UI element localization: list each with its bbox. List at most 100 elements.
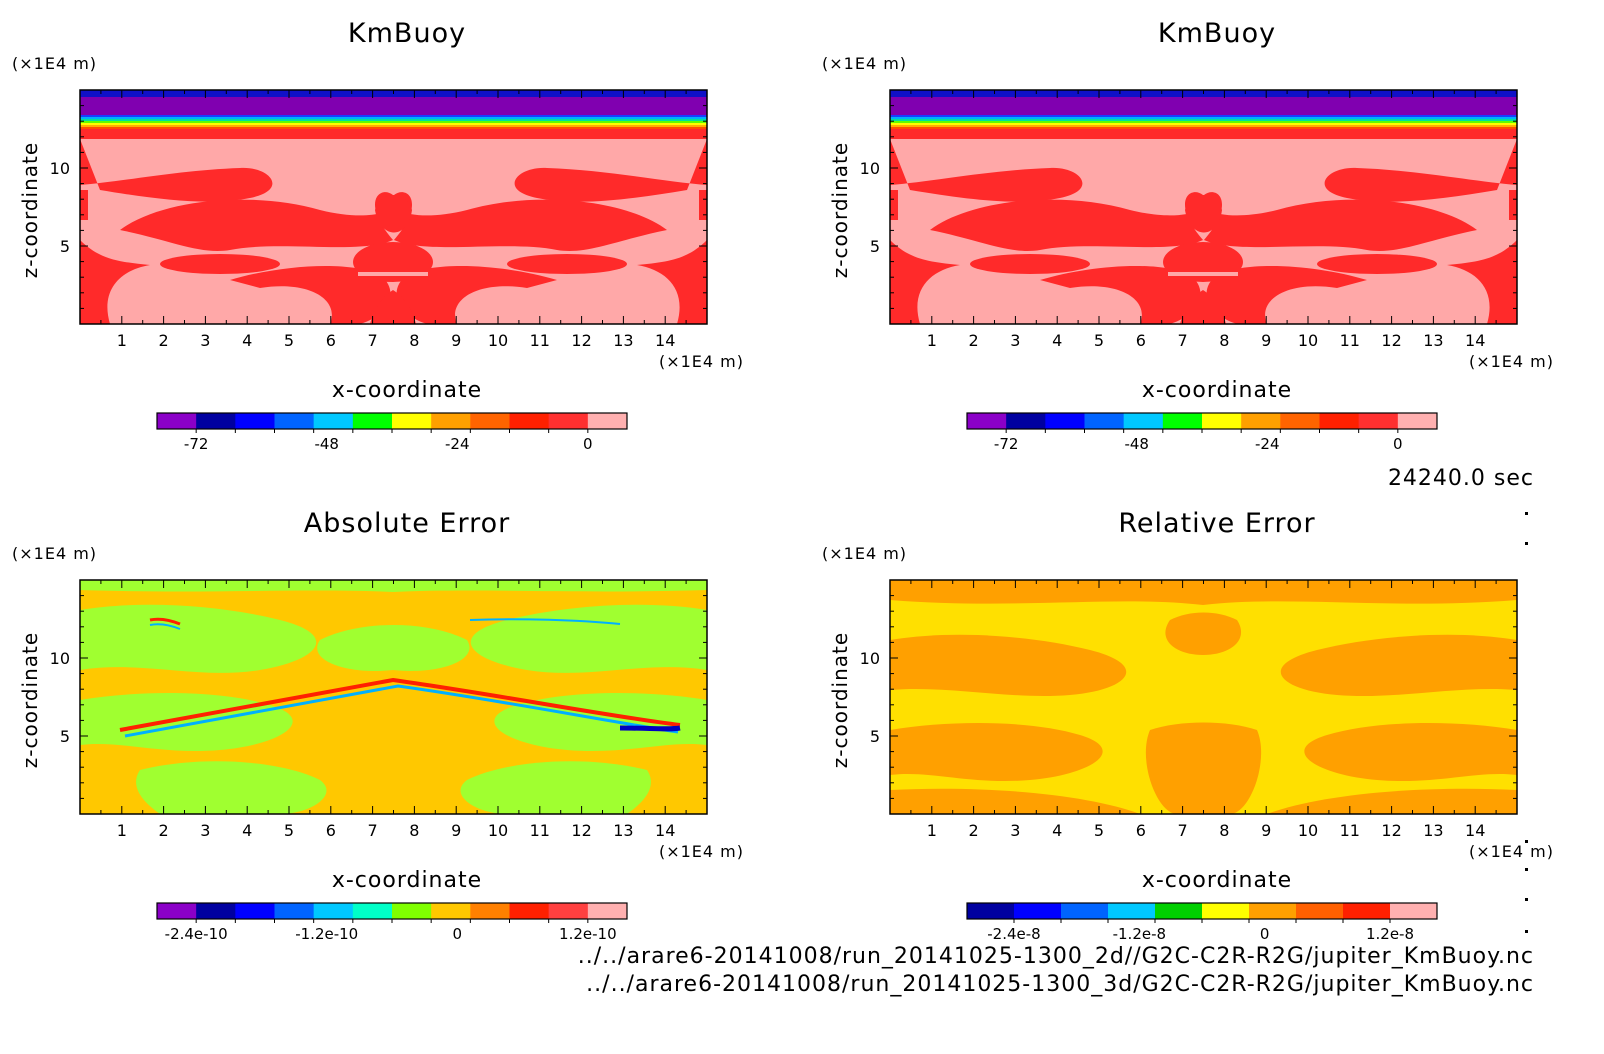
x-tick-label: 11 <box>1340 821 1360 840</box>
x-tick-label: 5 <box>1094 331 1104 350</box>
x-axis-label: x-coordinate <box>1141 378 1293 403</box>
colorbar-swatch <box>1390 903 1438 919</box>
x-tick-label: 8 <box>1219 331 1229 350</box>
colorbar-swatch <box>1061 903 1109 919</box>
panel-top-left: KmBuoy (×1E4 m) z-coordinate 1 2 3 4 5 6 7 8 9 10… <box>0 0 780 470</box>
colorbar-tick-label: -1.2e-8 <box>1113 925 1166 943</box>
colorbar-swatch <box>431 413 471 429</box>
colorbar-swatch <box>509 903 550 919</box>
x-tick-label: 9 <box>1261 331 1271 350</box>
colorbar-swatch <box>1280 413 1320 429</box>
colorbar-swatch <box>1123 413 1164 429</box>
z-tick-label: 5 <box>870 727 880 746</box>
colorbar-swatch <box>1162 413 1203 429</box>
plot-field <box>80 580 707 814</box>
colorbar-swatch <box>1358 413 1399 429</box>
colorbar-swatch <box>1014 903 1062 919</box>
colorbar-tick-label: 0 <box>453 925 463 943</box>
z-unit-label: (×1E4 m) <box>822 54 908 73</box>
x-tick-label: 14 <box>655 331 675 350</box>
colorbar-swatch <box>392 413 432 429</box>
x-tick-label: 13 <box>1423 331 1443 350</box>
x-tick-label: 6 <box>1136 331 1146 350</box>
colorbar-swatch <box>470 413 510 429</box>
x-tick-label: 7 <box>368 821 378 840</box>
time-label: 24240.0 sec <box>1387 466 1534 491</box>
colorbar-swatch <box>313 413 354 429</box>
colorbar-swatch <box>548 903 589 919</box>
x-tick-label: 6 <box>326 821 336 840</box>
colorbar-tick-label: 1.2e-8 <box>1366 925 1414 943</box>
colorbar-swatch <box>548 413 589 429</box>
x-tick-label: 11 <box>1340 331 1360 350</box>
marker-dot <box>1525 542 1528 545</box>
file-path-2d: ../../arare6-20141008/run_20141025-1300_… <box>577 944 1534 969</box>
colorbar-tick-label: -24 <box>1255 435 1280 453</box>
colorbar-swatch <box>470 903 510 919</box>
x-unit-label: (×1E4 m) <box>658 842 744 861</box>
marker-dot <box>1525 512 1528 515</box>
colorbar-swatch <box>1155 903 1203 919</box>
colorbar-swatch <box>157 903 197 919</box>
x-tick-label: 3 <box>200 331 210 350</box>
colorbar-swatch <box>1202 903 1250 919</box>
z-unit-label: (×1E4 m) <box>12 544 98 563</box>
colorbar-swatch <box>313 903 354 919</box>
x-tick-label: 12 <box>571 331 591 350</box>
panel-top-right: KmBuoy (×1E4 m) z-coordinate 1 2 3 4 5 6 7 8 9 10… <box>810 0 1590 470</box>
x-tick-label: 9 <box>1261 821 1271 840</box>
colorbar-swatch <box>1108 903 1156 919</box>
x-tick-label: 7 <box>1178 331 1188 350</box>
colorbar-swatch <box>274 413 315 429</box>
marker-dot <box>1525 868 1528 871</box>
x-tick-label: 2 <box>159 331 169 350</box>
z-tick-label: 5 <box>60 727 70 746</box>
colorbar-tick-label: -24 <box>445 435 470 453</box>
x-tick-label: 14 <box>655 821 675 840</box>
colorbar-swatch <box>352 413 393 429</box>
colorbar-tick-label: -2.4e-8 <box>987 925 1040 943</box>
colorbar-tick-label: 0 <box>1260 925 1270 943</box>
x-tick-label: 13 <box>613 331 633 350</box>
panel-title: Absolute Error <box>303 508 511 539</box>
plot-field <box>890 90 1517 324</box>
x-tick-label: 3 <box>1010 331 1020 350</box>
colorbar-swatch <box>1084 413 1125 429</box>
x-tick-label: 1 <box>927 821 937 840</box>
marker-dot <box>1525 898 1528 901</box>
colorbar-swatch <box>392 903 432 919</box>
panel-title: KmBuoy <box>347 18 467 49</box>
colorbar-tick-label: -2.4e-10 <box>165 925 228 943</box>
x-tick-label: 11 <box>530 821 550 840</box>
x-tick-label: 10 <box>488 821 508 840</box>
x-tick-label: 13 <box>613 821 633 840</box>
colorbar-swatch <box>352 903 393 919</box>
x-tick-label: 7 <box>368 331 378 350</box>
colorbar-swatch <box>1202 413 1242 429</box>
colorbar-swatch <box>235 413 275 429</box>
x-tick-label: 5 <box>284 821 294 840</box>
colorbar-swatch <box>1045 413 1085 429</box>
colorbar-swatch <box>1397 413 1438 429</box>
x-tick-label: 9 <box>451 821 461 840</box>
x-tick-label: 13 <box>1423 821 1443 840</box>
colorbar-tick-label: -1.2e-10 <box>295 925 358 943</box>
colorbar-swatch <box>1343 903 1391 919</box>
x-tick-label: 12 <box>1381 821 1401 840</box>
colorbar-swatch <box>274 903 315 919</box>
x-tick-label: 8 <box>1219 821 1229 840</box>
x-axis-label: x-coordinate <box>1141 868 1293 893</box>
x-axis-label: x-coordinate <box>331 868 483 893</box>
x-tick-label: 3 <box>1010 821 1020 840</box>
colorbar-swatch <box>1241 413 1281 429</box>
colorbar-swatch <box>196 903 236 919</box>
colorbar-swatch <box>587 903 628 919</box>
x-tick-label: 14 <box>1465 331 1485 350</box>
panel-title: Relative Error <box>1118 508 1316 539</box>
x-tick-label: 1 <box>927 331 937 350</box>
x-axis-label: x-coordinate <box>331 378 483 403</box>
x-tick-label: 10 <box>1298 821 1318 840</box>
